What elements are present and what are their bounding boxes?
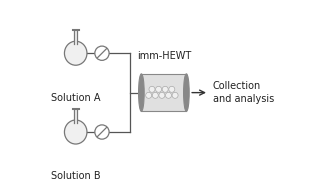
- Ellipse shape: [65, 120, 87, 144]
- Circle shape: [95, 125, 109, 139]
- Circle shape: [172, 92, 178, 98]
- Ellipse shape: [65, 41, 87, 65]
- Circle shape: [156, 86, 162, 92]
- Bar: [74, 109, 77, 123]
- Bar: [74, 30, 77, 44]
- Circle shape: [159, 92, 165, 98]
- Ellipse shape: [138, 74, 144, 111]
- Circle shape: [166, 92, 171, 98]
- Text: Solution A: Solution A: [51, 93, 100, 103]
- Circle shape: [146, 92, 152, 98]
- Ellipse shape: [184, 74, 189, 111]
- Circle shape: [169, 86, 175, 92]
- Circle shape: [162, 86, 168, 92]
- Text: imm-HEWT: imm-HEWT: [137, 51, 191, 61]
- Circle shape: [95, 46, 109, 60]
- Bar: [141, 74, 186, 111]
- Circle shape: [149, 86, 155, 92]
- Text: Collection
and analysis: Collection and analysis: [213, 81, 274, 104]
- Circle shape: [152, 92, 158, 98]
- Text: Solution B: Solution B: [51, 171, 100, 181]
